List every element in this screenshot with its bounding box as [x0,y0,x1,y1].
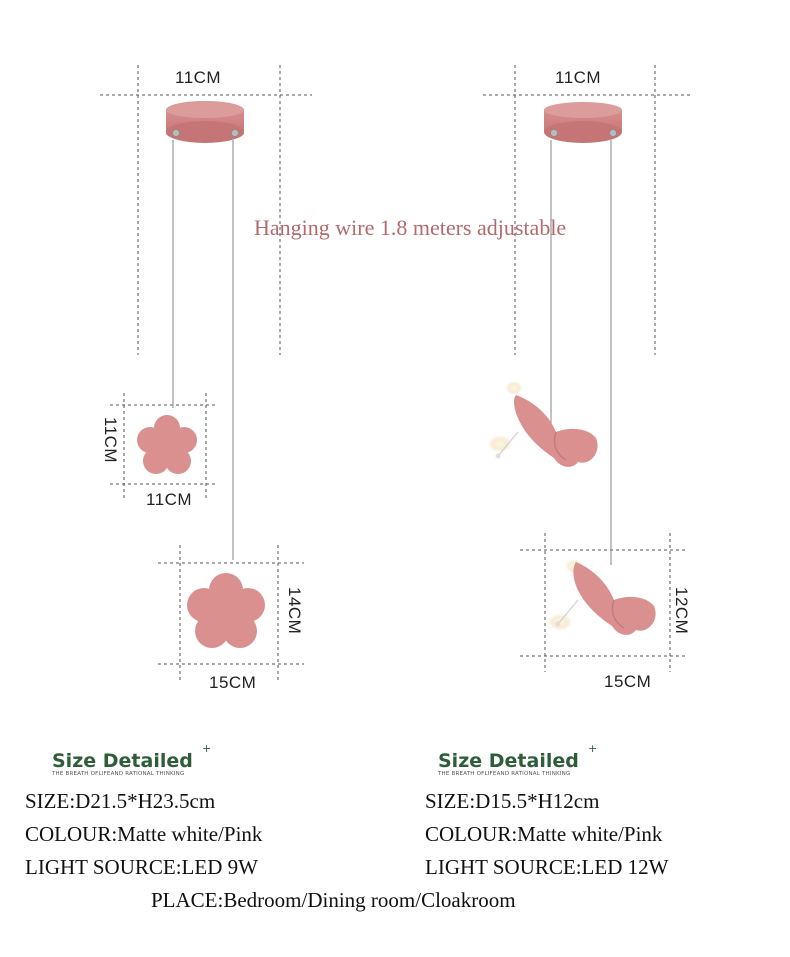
butterfly-height-dimension: 12CM [672,587,691,635]
large-flower-height-dimension: 14CM [285,587,304,635]
large-flower-lamp [187,573,265,648]
right-colour-spec: COLOUR:Matte white/Pink [425,822,663,846]
right-size-detailed-heading: Size Detailed + THE BREATH OFLIFEAND RAT… [438,742,597,777]
large-flower-width-dimension: 15CM [209,673,257,692]
right-light-source-spec: LIGHT SOURCE:LED 12W [425,855,669,879]
dimension-lines [100,65,690,680]
size-detailed-tagline: THE BREATH OFLIFEAND RATIONAL THINKING [52,771,185,777]
left-size-spec: SIZE:D21.5*H23.5cm [25,789,216,813]
small-flower-height-dimension: 11CM [101,417,120,464]
butterfly-lamp-bottom [546,558,656,635]
plus-mark: + [588,742,598,755]
plus-mark: + [202,742,212,755]
place-spec: PLACE:Bedroom/Dining room/Cloakroom [151,888,516,912]
butterfly-lamp-top [486,380,598,467]
right-canopy-dimension: 11CM [555,68,602,87]
butterfly-width-dimension: 15CM [604,672,652,691]
wire-note: Hanging wire 1.8 meters adjustable [254,215,567,240]
size-detailed-title: Size Detailed [438,750,579,772]
right-canopy [544,102,622,143]
left-size-detailed-heading: Size Detailed + THE BREATH OFLIFEAND RAT… [52,742,211,777]
small-flower-width-dimension: 11CM [146,490,193,509]
left-light-source-spec: LIGHT SOURCE:LED 9W [25,855,258,879]
small-flower-lamp [137,415,197,474]
size-detailed-title: Size Detailed [52,750,193,772]
right-size-spec: SIZE:D15.5*H12cm [425,789,600,813]
size-detailed-tagline: THE BREATH OFLIFEAND RATIONAL THINKING [438,771,571,777]
left-canopy-dimension: 11CM [175,68,222,87]
wires [172,140,612,565]
left-canopy [166,101,244,143]
left-colour-spec: COLOUR:Matte white/Pink [25,822,263,846]
